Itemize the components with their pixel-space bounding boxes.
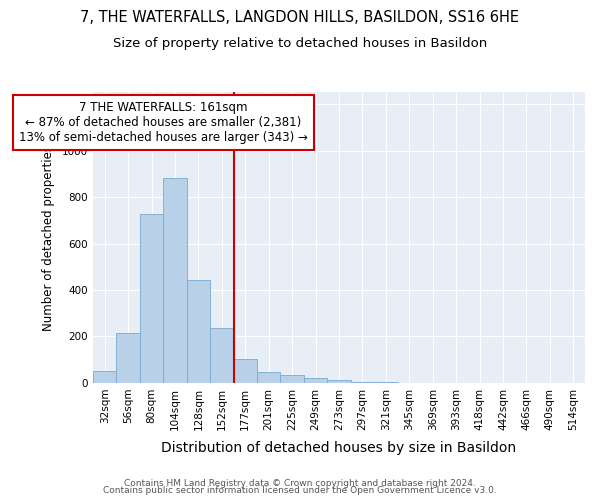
Bar	[116, 333, 140, 383]
Y-axis label: Number of detached properties: Number of detached properties	[42, 144, 55, 330]
Bar	[233, 359, 257, 383]
X-axis label: Distribution of detached houses by size in Basildon: Distribution of detached houses by size …	[161, 441, 517, 455]
Bar	[374, 382, 398, 383]
Text: 7 THE WATERFALLS: 161sqm
← 87% of detached houses are smaller (2,381)
13% of sem: 7 THE WATERFALLS: 161sqm ← 87% of detach…	[19, 101, 308, 144]
Bar	[163, 178, 187, 383]
Bar	[280, 375, 304, 383]
Text: Contains public sector information licensed under the Open Government Licence v3: Contains public sector information licen…	[103, 486, 497, 495]
Bar	[140, 214, 163, 383]
Text: Size of property relative to detached houses in Basildon: Size of property relative to detached ho…	[113, 38, 487, 51]
Bar	[351, 382, 374, 383]
Bar	[187, 280, 210, 383]
Bar	[327, 380, 351, 383]
Bar	[93, 372, 116, 383]
Bar	[304, 378, 327, 383]
Text: 7, THE WATERFALLS, LANGDON HILLS, BASILDON, SS16 6HE: 7, THE WATERFALLS, LANGDON HILLS, BASILD…	[80, 10, 520, 25]
Bar	[210, 328, 233, 383]
Bar	[257, 372, 280, 383]
Text: Contains HM Land Registry data © Crown copyright and database right 2024.: Contains HM Land Registry data © Crown c…	[124, 478, 476, 488]
